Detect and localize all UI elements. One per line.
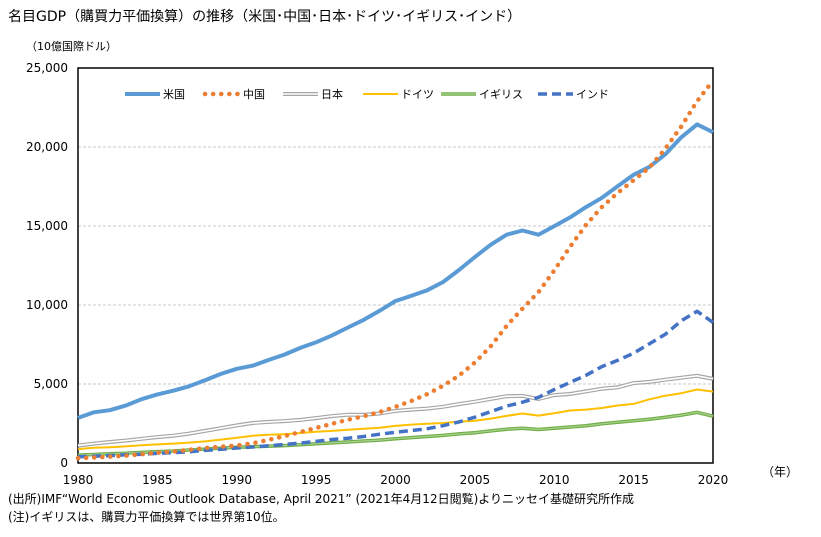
y-tick-label: 25,000 [26,61,68,75]
series-line-3 [77,388,714,451]
x-tick-label: 2015 [618,473,649,487]
x-tick-label: 1995 [301,473,332,487]
x-tick-label: 2020 [698,473,729,487]
legend-label: インド [576,88,609,101]
x-tick-label: 2000 [380,473,411,487]
y-tick-label: 15,000 [26,219,68,233]
x-tick-label: 1985 [142,473,173,487]
source-note: (出所)IMF“World Economic Outlook Database,… [8,492,635,506]
x-tick-label: 1980 [63,473,94,487]
y-tick-label: 10,000 [26,298,68,312]
y-tick-label: 20,000 [26,140,68,154]
series-line-0 [77,122,714,420]
y-axis-label: （10億国際ドル） [26,40,117,53]
footnote: (注)イギリスは、購買力平価換算では世界第10位。 [8,510,285,524]
y-tick-label: 5,000 [34,377,68,391]
plot-frame [77,67,714,464]
legend-label: ドイツ [401,88,434,101]
series-line-1 [75,78,716,461]
legend-label: イギリス [479,88,523,101]
x-tick-label: 2010 [539,473,570,487]
legend-label: 中国 [243,88,265,101]
y-tick-label: 0 [60,456,68,470]
chart-title: 名目GDP（購買力平価換算）の推移（米国･中国･日本･ドイツ･イギリス･インド） [8,9,522,25]
legend-label: 日本 [321,87,343,101]
legend-label: 米国 [163,88,185,101]
series-line-2-inner [77,374,714,447]
x-axis-label: （年） [762,465,799,479]
x-tick-label: 1990 [221,473,252,487]
x-tick-label: 2005 [460,473,491,487]
